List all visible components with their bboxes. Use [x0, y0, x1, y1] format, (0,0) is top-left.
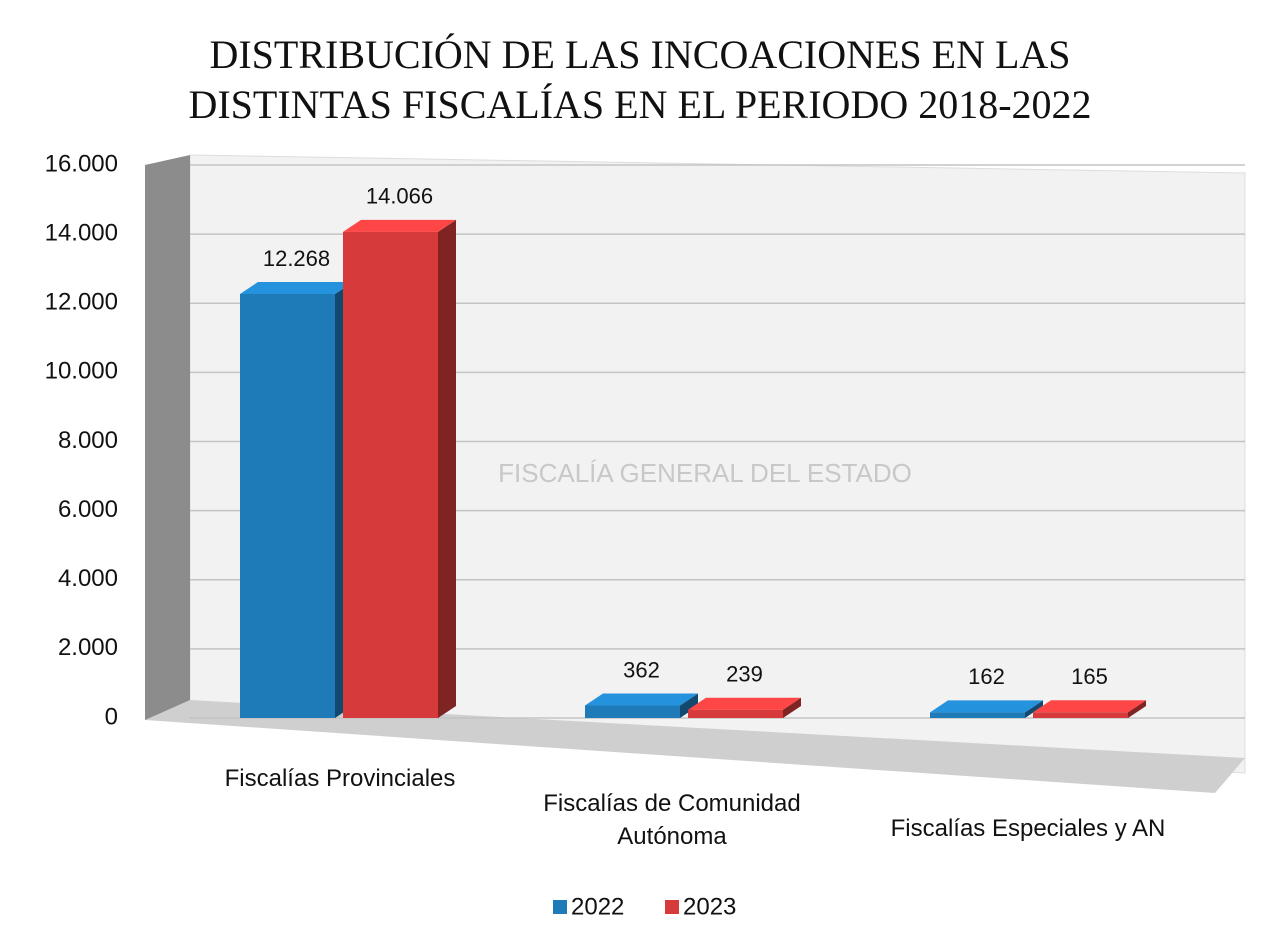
legend-swatch [665, 900, 679, 914]
legend-label: 2022 [571, 893, 624, 920]
y-tick-label: 0 [105, 703, 118, 730]
bar-side [1025, 700, 1043, 718]
bar-top [585, 693, 698, 706]
bar-top [343, 219, 456, 232]
data-label: 12.268 [263, 246, 330, 271]
bar-side [680, 693, 698, 718]
data-label: 239 [726, 662, 763, 687]
bar [343, 231, 438, 718]
y-tick-label: 16.000 [45, 150, 118, 177]
side-wall [145, 155, 190, 720]
y-tick-label: 10.000 [45, 358, 118, 385]
y-tick-label: 14.000 [45, 219, 118, 246]
y-tick-label: 4.000 [58, 565, 118, 592]
data-label: 165 [1071, 664, 1108, 689]
y-tick-label: 6.000 [58, 496, 118, 523]
floor [145, 700, 1245, 793]
y-tick-label: 12.000 [45, 289, 118, 316]
bar-top [1033, 700, 1146, 713]
bar-side [438, 219, 456, 718]
bar-top [930, 700, 1043, 713]
bar-side [1128, 700, 1146, 718]
legend-label: 2023 [683, 893, 736, 920]
bar-top [240, 281, 353, 294]
x-tick-label: Fiscalías de Comunidad Autónoma [543, 790, 801, 850]
bar-top [688, 697, 801, 710]
bar [688, 709, 783, 718]
bar [240, 293, 335, 718]
bar [1033, 712, 1128, 718]
watermark: FISCALÍA GENERAL DEL ESTADO [498, 458, 912, 488]
bar [930, 712, 1025, 718]
chart-title: DISTRIBUCIÓN DE LAS INCOACIONES EN LAS D… [188, 32, 1092, 127]
legend-swatch [553, 900, 567, 914]
y-tick-label: 8.000 [58, 427, 118, 454]
bar-side [783, 697, 801, 718]
data-label: 14.066 [366, 184, 433, 209]
x-tick-label: Fiscalías Especiales y AN [890, 815, 1166, 842]
bar [585, 705, 680, 718]
x-tick-label: Fiscalías Provinciales [224, 765, 456, 792]
data-label: 162 [968, 664, 1005, 689]
y-tick-label: 2.000 [58, 634, 118, 661]
data-label: 362 [623, 657, 660, 682]
